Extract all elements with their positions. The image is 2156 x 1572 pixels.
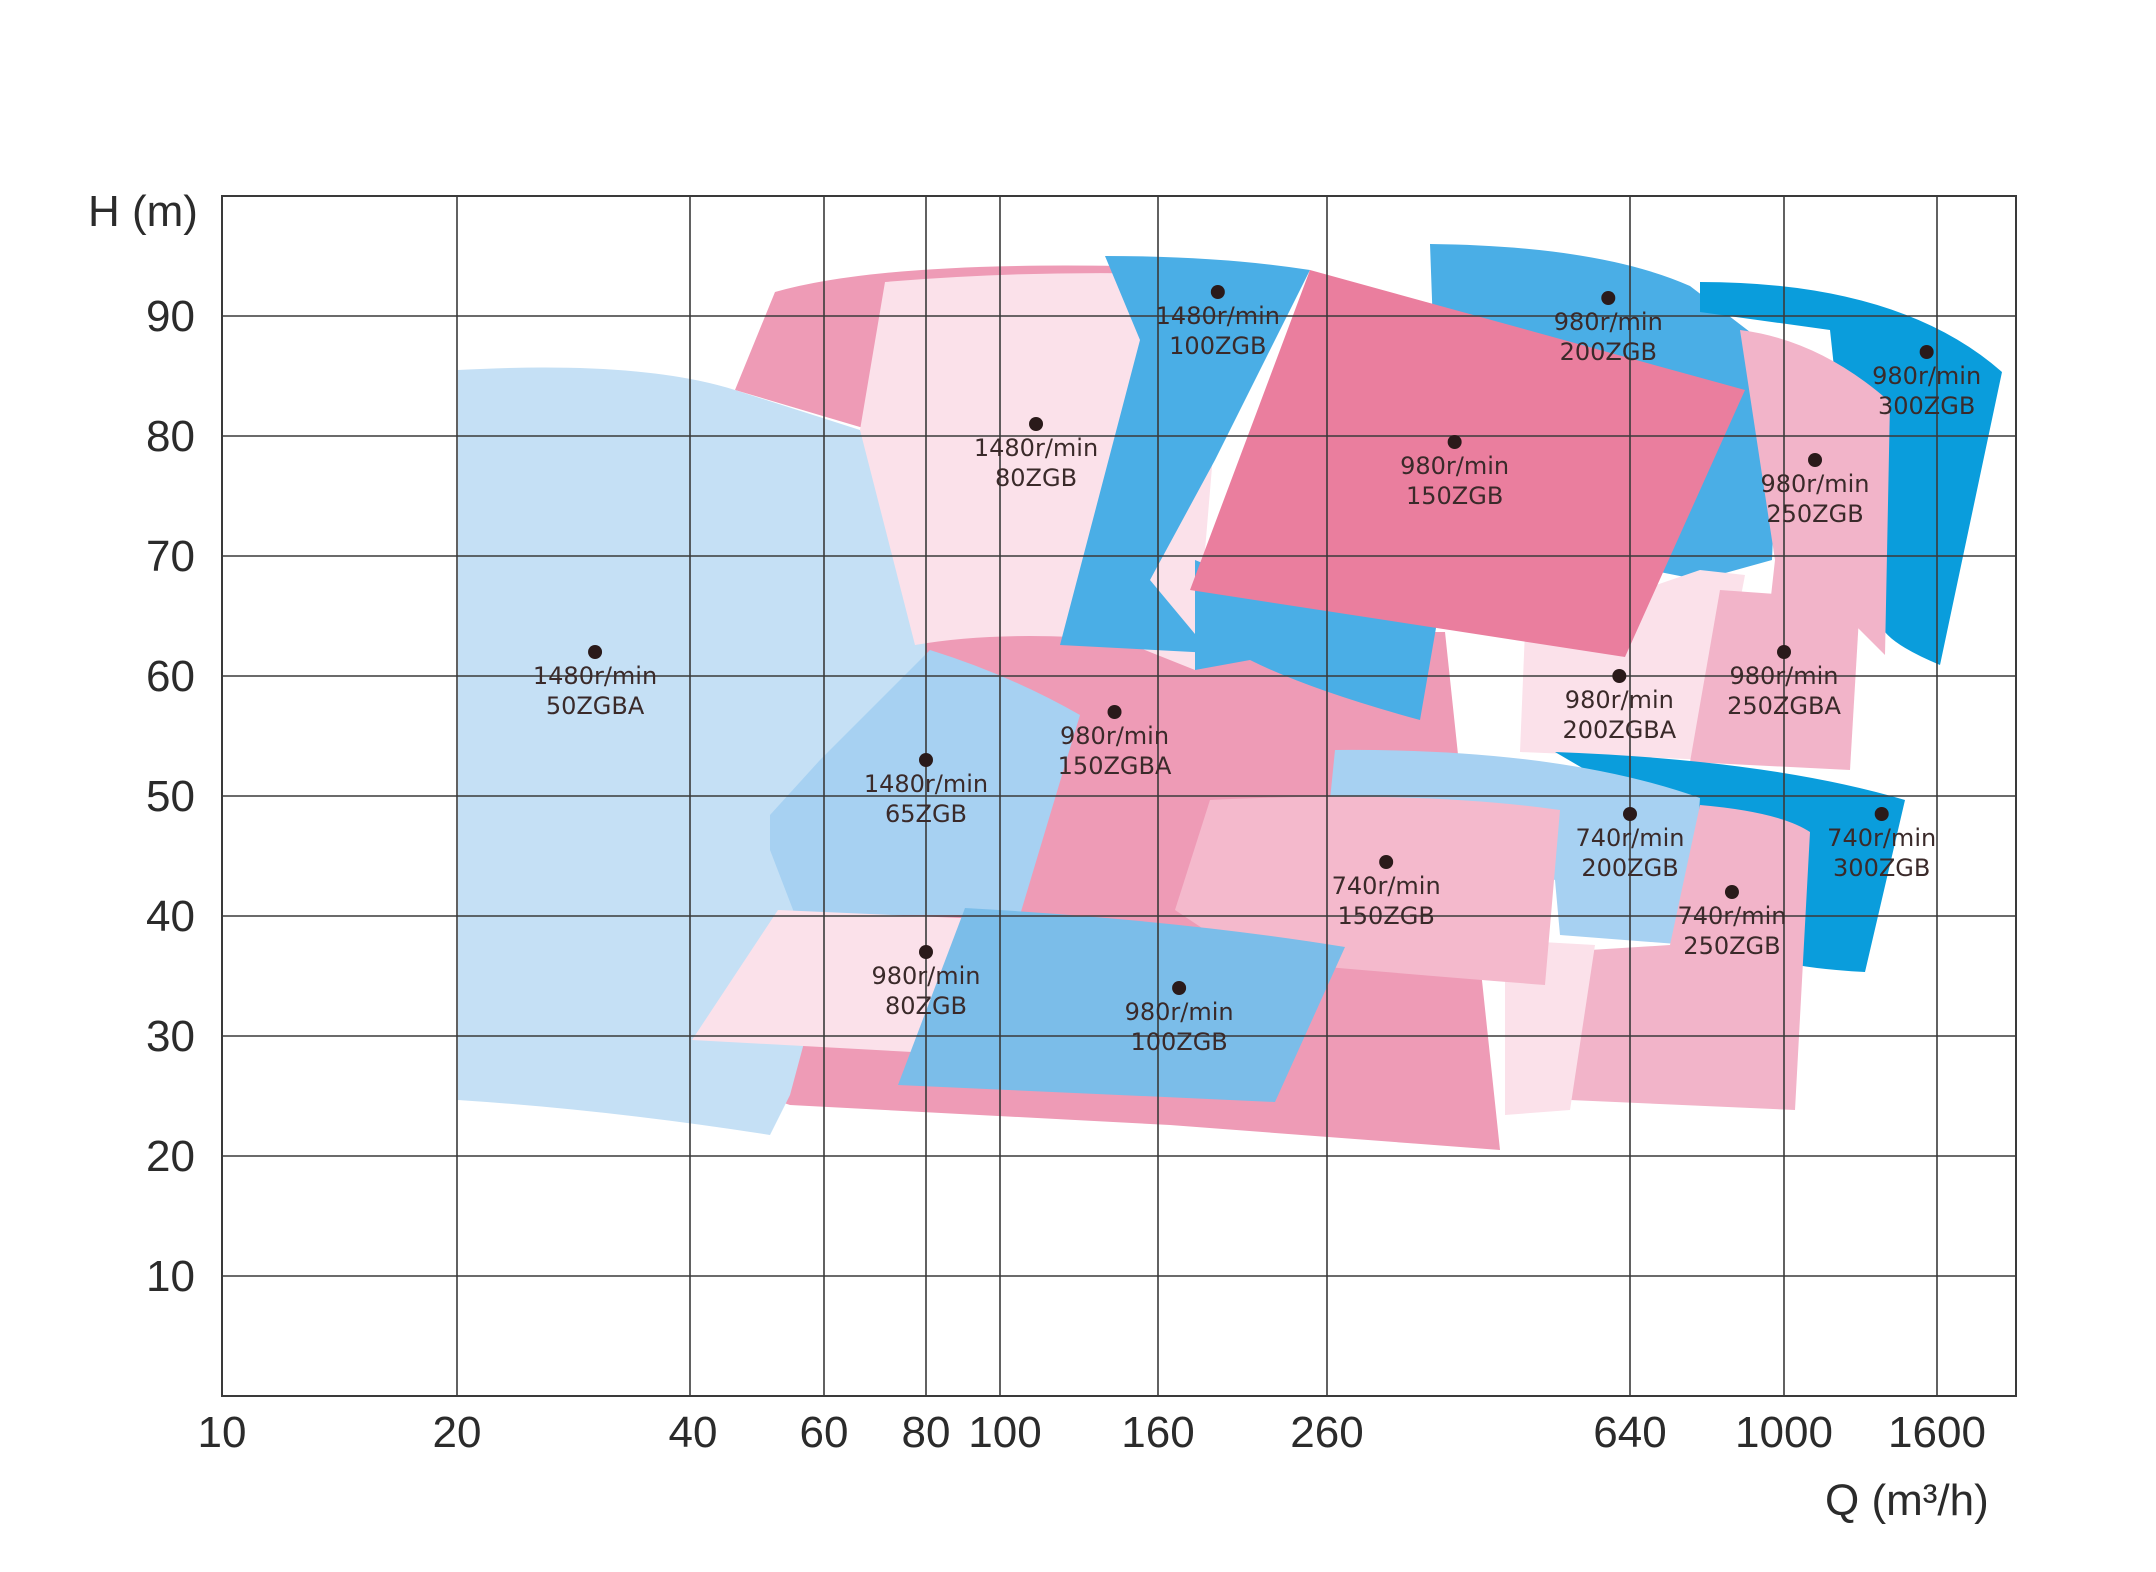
region-model-label: 200ZGB — [1581, 854, 1678, 882]
region-marker — [588, 645, 603, 659]
region-speed-label: 980r/min — [1060, 722, 1169, 750]
region-speed-label: 980r/min — [1872, 362, 1981, 390]
y-tick-label: 80 — [146, 412, 195, 461]
region-100ZGB-980 — [898, 908, 1345, 1102]
y-axis-ticks: 10 20 30 40 50 60 70 80 90 — [146, 292, 195, 1301]
y-tick-label: 30 — [146, 1012, 195, 1061]
x-axis-ticks: 10 20 40 60 80 100 160 260 640 1000 1600 — [198, 1408, 1986, 1457]
region-model-label: 100ZGB — [1130, 1028, 1227, 1056]
y-axis-title: H (m) — [88, 187, 198, 236]
y-tick-label: 70 — [146, 532, 195, 581]
y-tick-label: 10 — [146, 1252, 195, 1301]
region-marker — [1172, 981, 1187, 995]
region-marker — [1724, 885, 1739, 899]
region-250ZGB-980 — [1740, 330, 1890, 655]
region-marker — [1919, 345, 1934, 359]
region-model-label: 65ZGB — [885, 800, 967, 828]
region-speed-label: 980r/min — [1400, 452, 1509, 480]
region-speed-label: 1480r/min — [974, 434, 1098, 462]
region-marker — [1601, 291, 1616, 305]
region-model-label: 200ZGB — [1560, 338, 1657, 366]
region-marker — [1107, 705, 1122, 719]
region-speed-label: 980r/min — [1565, 686, 1674, 714]
grid — [222, 196, 2016, 1396]
x-tick-label: 20 — [433, 1408, 482, 1457]
region-marker — [1029, 417, 1044, 431]
plot-frame — [221, 195, 2017, 1397]
x-tick-label: 260 — [1290, 1408, 1363, 1457]
region-model-label: 150ZGB — [1338, 902, 1435, 930]
region-model-label: 200ZGBA — [1562, 716, 1676, 744]
x-tick-label: 100 — [968, 1408, 1041, 1457]
y-tick-label: 90 — [146, 292, 195, 341]
region-65ZGB — [770, 650, 1080, 915]
region-marker — [1808, 453, 1823, 467]
region-model-label: 300ZGB — [1833, 854, 1930, 882]
region-marker — [919, 753, 933, 767]
x-tick-label: 80 — [902, 1408, 951, 1457]
region-speed-label: 740r/min — [1827, 824, 1936, 852]
region-speed-label: 740r/min — [1575, 824, 1684, 852]
region-speed-label: 1480r/min — [1156, 302, 1280, 330]
y-tick-label: 20 — [146, 1132, 195, 1181]
region-speed-label: 980r/min — [1125, 998, 1234, 1026]
region-marker — [1210, 285, 1225, 299]
region-marker — [1874, 807, 1889, 821]
region-marker — [1623, 807, 1637, 821]
x-tick-label: 60 — [800, 1408, 849, 1457]
region-marker — [1612, 669, 1627, 683]
y-tick-label: 60 — [146, 652, 195, 701]
x-tick-label: 40 — [669, 1408, 718, 1457]
performance-regions — [458, 244, 2002, 1150]
region-marker — [1379, 855, 1394, 869]
region-model-label: 250ZGB — [1766, 500, 1863, 528]
region-200ZGBA-tail — [1505, 940, 1595, 1115]
region-model-label: 80ZGB — [995, 464, 1077, 492]
region-model-label: 80ZGB — [885, 992, 967, 1020]
region-markers: 1480r/min50ZGBA980r/min150ZGBA1480r/min8… — [533, 285, 1981, 1056]
region-speed-label: 980r/min — [1554, 308, 1663, 336]
x-tick-label: 1600 — [1888, 1408, 1986, 1457]
region-speed-label: 740r/min — [1677, 902, 1786, 930]
region-speed-label: 980r/min — [1729, 662, 1838, 690]
y-tick-label: 40 — [146, 892, 195, 941]
region-marker — [1777, 645, 1791, 659]
x-axis-title: Q (m³/h) — [1825, 1476, 1989, 1525]
x-tick-label: 160 — [1121, 1408, 1194, 1457]
y-tick-label: 50 — [146, 772, 195, 821]
region-model-label: 250ZGB — [1683, 932, 1780, 960]
x-tick-label: 10 — [198, 1408, 247, 1457]
region-model-label: 300ZGB — [1878, 392, 1975, 420]
region-model-label: 150ZGB — [1406, 482, 1503, 510]
region-speed-label: 1480r/min — [864, 770, 988, 798]
region-speed-label: 1480r/min — [533, 662, 657, 690]
region-model-label: 100ZGB — [1169, 332, 1266, 360]
region-150ZGB-980 — [1190, 270, 1745, 657]
region-250ZGBA — [1690, 590, 1860, 770]
region-model-label: 250ZGBA — [1727, 692, 1841, 720]
x-tick-label: 1000 — [1735, 1408, 1833, 1457]
region-speed-label: 980r/min — [871, 962, 980, 990]
region-marker — [1447, 435, 1462, 449]
region-speed-label: 980r/min — [1761, 470, 1870, 498]
x-tick-label: 640 — [1593, 1408, 1666, 1457]
region-speed-label: 740r/min — [1332, 872, 1441, 900]
region-model-label: 150ZGBA — [1058, 752, 1172, 780]
region-300ZGB-740 — [1555, 752, 1905, 972]
region-marker — [919, 945, 933, 959]
region-model-label: 50ZGBA — [546, 692, 645, 720]
